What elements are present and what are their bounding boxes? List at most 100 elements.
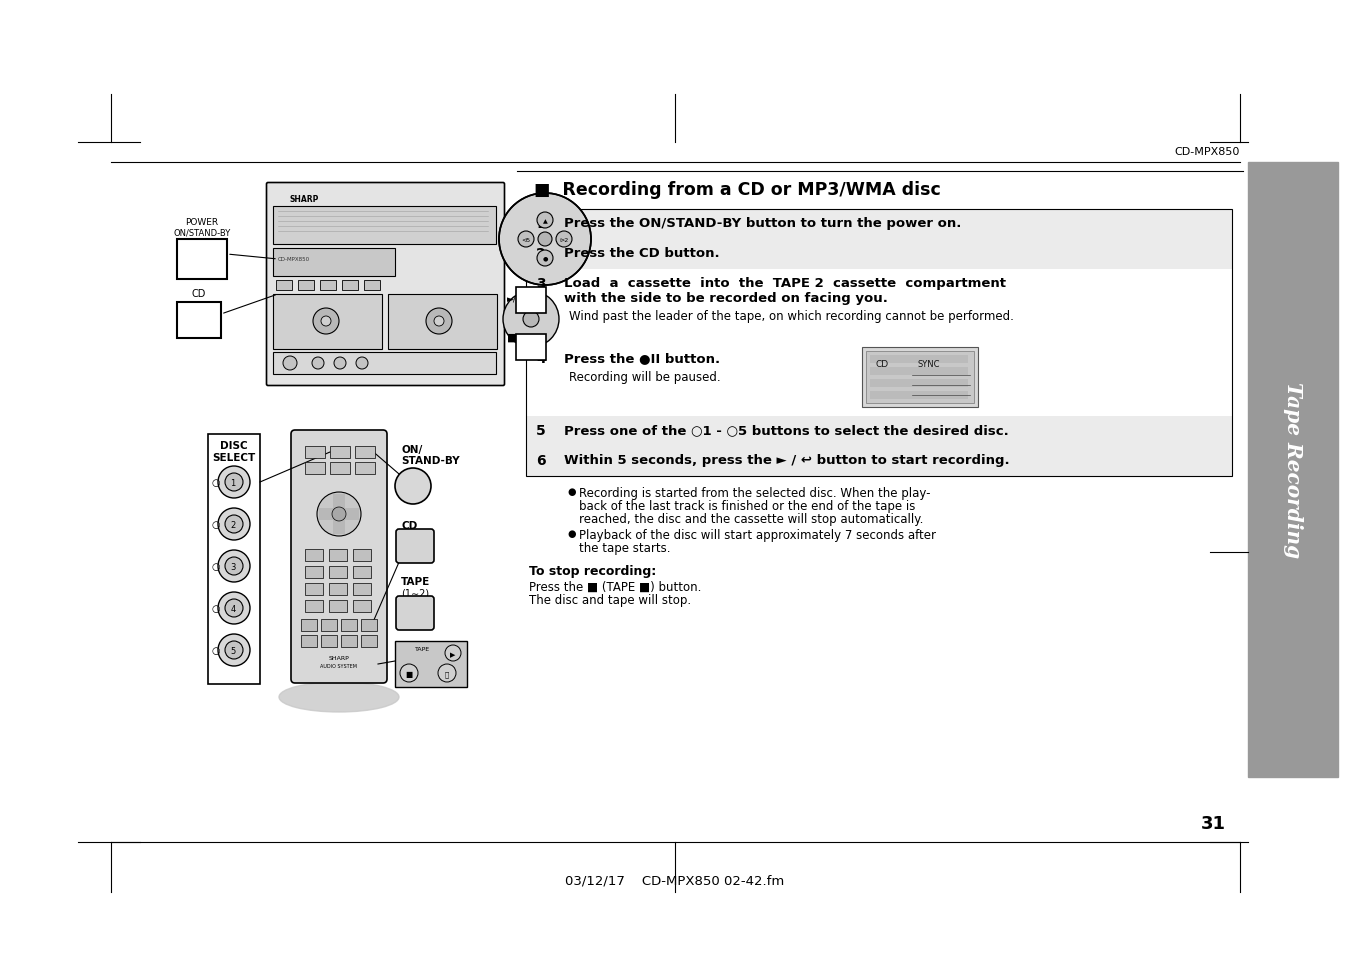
Bar xyxy=(361,619,377,631)
Text: CD-MPX850: CD-MPX850 xyxy=(1174,147,1240,157)
Text: 03/12/17    CD-MPX850 02-42.fm: 03/12/17 CD-MPX850 02-42.fm xyxy=(565,874,785,887)
Bar xyxy=(273,294,382,350)
Text: CD: CD xyxy=(192,289,207,298)
Text: CD: CD xyxy=(875,359,888,369)
Bar xyxy=(340,636,357,647)
Text: ■  Recording from a CD or MP3/WMA disc: ■ Recording from a CD or MP3/WMA disc xyxy=(534,181,940,199)
Bar xyxy=(322,619,336,631)
Circle shape xyxy=(557,232,571,248)
Text: ▶: ▶ xyxy=(450,651,455,658)
Circle shape xyxy=(218,509,250,540)
Text: 2: 2 xyxy=(536,247,546,261)
Bar xyxy=(322,636,336,647)
Text: 3: 3 xyxy=(536,276,546,291)
Text: 5: 5 xyxy=(536,423,546,437)
Circle shape xyxy=(218,635,250,666)
Circle shape xyxy=(226,641,243,659)
Text: 1: 1 xyxy=(231,479,235,488)
Bar xyxy=(516,335,546,360)
Bar xyxy=(526,210,1232,240)
Text: 31: 31 xyxy=(1201,814,1225,832)
Text: ○: ○ xyxy=(211,519,219,530)
Bar xyxy=(353,583,372,596)
Text: ■: ■ xyxy=(405,670,412,679)
Bar xyxy=(330,550,347,561)
Text: ●: ● xyxy=(567,529,576,538)
Text: ⏸: ⏸ xyxy=(444,671,449,678)
Text: ○: ○ xyxy=(211,645,219,656)
Bar xyxy=(332,495,345,535)
Bar xyxy=(305,550,323,561)
Bar xyxy=(301,636,317,647)
Circle shape xyxy=(426,309,453,335)
FancyBboxPatch shape xyxy=(396,530,434,563)
Circle shape xyxy=(332,507,346,521)
Text: Playback of the disc will start approximately 7 seconds after: Playback of the disc will start approxim… xyxy=(580,529,936,541)
Ellipse shape xyxy=(280,682,399,712)
Bar xyxy=(353,600,372,613)
Bar xyxy=(870,368,969,375)
Text: Recording will be paused.: Recording will be paused. xyxy=(569,371,720,384)
Text: 2: 2 xyxy=(231,521,235,530)
Text: 3: 3 xyxy=(230,563,235,572)
Bar xyxy=(526,447,1232,476)
Text: SYNC: SYNC xyxy=(917,359,939,369)
Circle shape xyxy=(218,467,250,498)
Text: 1: 1 xyxy=(536,216,546,231)
Bar xyxy=(1248,163,1337,778)
Text: reached, the disc and the cassette will stop automatically.: reached, the disc and the cassette will … xyxy=(580,513,923,525)
Circle shape xyxy=(357,357,367,370)
Text: CD: CD xyxy=(401,520,417,531)
Bar xyxy=(276,281,292,291)
Text: the tape starts.: the tape starts. xyxy=(580,541,670,555)
Text: Press the CD button.: Press the CD button. xyxy=(563,247,720,260)
Bar xyxy=(526,416,1232,447)
Text: Load  a  cassette  into  the  TAPE 2  cassette  compartment: Load a cassette into the TAPE 2 cassette… xyxy=(563,276,1006,290)
Circle shape xyxy=(438,664,457,682)
Bar xyxy=(526,240,1232,270)
Text: ON/: ON/ xyxy=(401,444,423,455)
Text: Press one of the ○1 - ○5 buttons to select the desired disc.: Press one of the ○1 - ○5 buttons to sele… xyxy=(563,423,1009,436)
Text: To stop recording:: To stop recording: xyxy=(530,564,657,578)
Circle shape xyxy=(536,251,553,267)
Text: ○: ○ xyxy=(211,561,219,572)
Bar xyxy=(273,249,396,276)
Text: SELECT: SELECT xyxy=(212,453,255,462)
Bar xyxy=(177,303,222,338)
Bar xyxy=(353,566,372,578)
Circle shape xyxy=(334,357,346,370)
Text: TAPE: TAPE xyxy=(401,577,430,586)
Text: ●: ● xyxy=(567,486,576,497)
Bar xyxy=(361,636,377,647)
Circle shape xyxy=(218,593,250,624)
Bar xyxy=(330,447,350,458)
Text: ▲: ▲ xyxy=(543,219,547,224)
Text: ⊳2: ⊳2 xyxy=(559,238,569,243)
Bar xyxy=(177,240,227,280)
Text: with the side to be recorded on facing you.: with the side to be recorded on facing y… xyxy=(563,292,888,305)
Circle shape xyxy=(322,316,331,327)
Bar xyxy=(355,462,376,475)
Bar xyxy=(208,435,259,684)
Circle shape xyxy=(313,309,339,335)
Bar xyxy=(526,210,1232,476)
Text: Press the ■ (TAPE ■) button.: Press the ■ (TAPE ■) button. xyxy=(530,580,701,594)
Text: POWER: POWER xyxy=(185,218,219,227)
Bar xyxy=(330,566,347,578)
Bar xyxy=(355,447,376,458)
Bar xyxy=(342,281,358,291)
Text: Recording is started from the selected disc. When the play-: Recording is started from the selected d… xyxy=(580,486,931,499)
Text: 6: 6 xyxy=(536,454,546,468)
Text: SHARP: SHARP xyxy=(290,194,319,204)
Text: Wind past the leader of the tape, on which recording cannot be performed.: Wind past the leader of the tape, on whi… xyxy=(569,310,1013,323)
Circle shape xyxy=(523,312,539,328)
Bar xyxy=(305,583,323,596)
Circle shape xyxy=(282,356,297,371)
Text: ►/G: ►/G xyxy=(507,294,524,304)
Bar xyxy=(330,583,347,596)
Text: ⊲5: ⊲5 xyxy=(521,238,531,243)
Bar xyxy=(305,566,323,578)
Bar xyxy=(388,294,497,350)
Circle shape xyxy=(400,664,417,682)
Text: 4: 4 xyxy=(536,352,546,366)
